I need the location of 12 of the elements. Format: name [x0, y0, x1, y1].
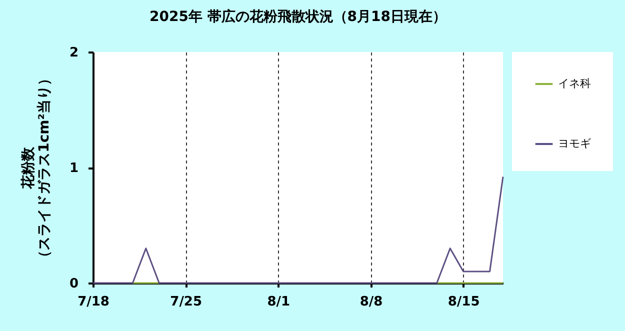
legend-label: イネ科	[558, 77, 591, 90]
chart-title: 2025年 帯広の花粉飛散状況（8月18日現在）	[149, 8, 447, 25]
y-tick-label: 0	[69, 276, 78, 292]
y-tick-label: 1	[69, 161, 78, 176]
x-tick-label: 8/15	[448, 294, 480, 310]
x-tick-label: 7/25	[170, 294, 202, 310]
x-tick-label: 7/18	[78, 294, 110, 310]
y-tick-label: 2	[69, 46, 78, 60]
x-tick-label: 8/8	[360, 294, 383, 310]
x-tick-label: 8/1	[267, 294, 290, 310]
legend-label: ヨモギ	[558, 137, 591, 150]
y-axis-title: 花粉数（スライドガラス1cm²当り）	[20, 72, 52, 264]
